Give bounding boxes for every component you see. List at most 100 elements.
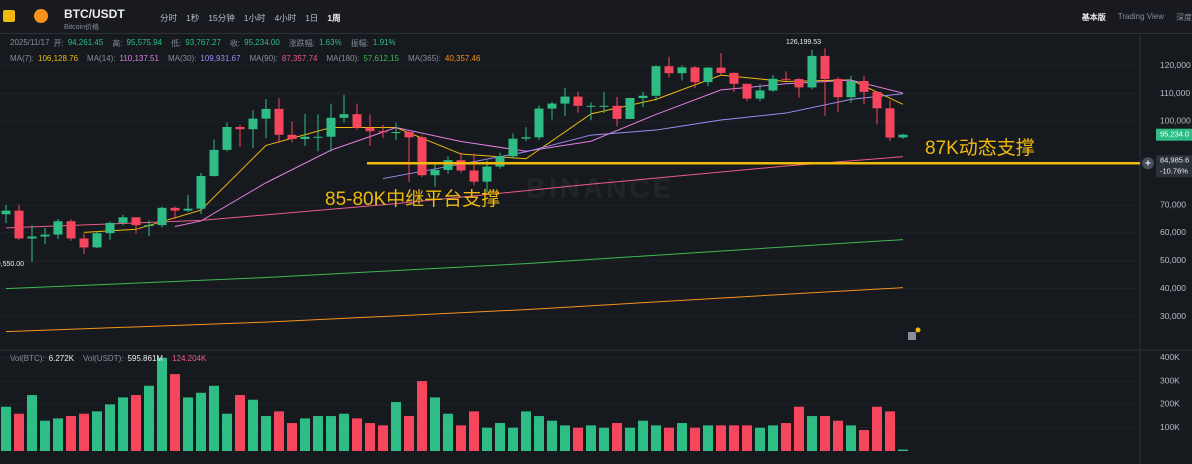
candle-body — [248, 118, 258, 130]
ma-name: MA(7): — [10, 54, 34, 63]
intervals: 分时 1秒 15分钟 1小时 4小时 1日 1周 — [160, 12, 341, 24]
view-button[interactable]: 基本版 — [1081, 13, 1106, 22]
volume-bar — [898, 449, 908, 451]
candle-body — [430, 169, 440, 176]
y-tick-label: 110,000 — [1160, 88, 1190, 98]
candle-body — [859, 80, 869, 92]
candle-body — [664, 66, 674, 74]
interval-button[interactable]: 1日 — [305, 13, 319, 23]
volume-bar — [274, 411, 284, 451]
candle-body — [573, 96, 583, 106]
y-tick-label: 100,000 — [1160, 116, 1191, 126]
watermark: BINANCE — [526, 172, 675, 203]
candle-body — [755, 90, 765, 99]
candle-body — [846, 80, 856, 98]
volume-bar — [703, 425, 713, 451]
candle-body — [378, 131, 388, 133]
y-tick-label: 30,000 — [1160, 311, 1186, 321]
gift-icon[interactable] — [908, 332, 916, 340]
candle-body — [651, 66, 661, 96]
volume-bar — [768, 425, 778, 451]
candle-body — [482, 166, 492, 182]
info-value: 93,767.27 — [185, 38, 221, 47]
volume-bar — [625, 427, 635, 451]
candle-body — [612, 105, 622, 119]
ma-value: 87,357.74 — [281, 54, 318, 63]
view-button[interactable]: Trading View — [1117, 12, 1164, 21]
volume-bar — [586, 425, 596, 451]
volume-bar — [430, 397, 440, 451]
volume-bar — [352, 418, 362, 451]
y-tick-label: 400K — [1160, 352, 1180, 362]
volume-bar — [300, 418, 310, 451]
candle-body — [521, 137, 531, 139]
add-alert-button[interactable] — [1142, 157, 1154, 170]
volume-bar — [690, 427, 700, 451]
y-tick-label: 200K — [1160, 399, 1180, 409]
candle-body — [885, 108, 895, 138]
candle-body — [807, 55, 817, 88]
ma-value: 106,128.76 — [38, 54, 79, 63]
volume-bar — [885, 411, 895, 451]
interval-button[interactable]: 分时 — [160, 13, 178, 23]
volume-bar — [170, 374, 180, 451]
candle-body — [313, 136, 323, 138]
candle-body — [105, 222, 115, 234]
volume-bar — [209, 385, 219, 451]
volume-bar — [40, 420, 50, 451]
info-value: 1.91% — [372, 38, 396, 47]
candle-body — [27, 236, 37, 239]
ohlc-info: 2025/11/17 开: 94,261.45 高: 95,575.94 低: 93,767… — [10, 38, 401, 49]
volume-bar — [404, 416, 414, 451]
info-label: 低: — [171, 39, 182, 48]
interval-button[interactable]: 1秒 — [186, 13, 200, 23]
y-tick-label: 70,000 — [1160, 199, 1186, 209]
candle-body — [560, 96, 570, 104]
candle-body — [157, 207, 167, 226]
symbol[interactable]: BTC/USDT — [64, 7, 125, 21]
interval-button[interactable]: 1周 — [327, 13, 341, 23]
candle-body — [196, 176, 206, 209]
ma-line — [5, 287, 904, 333]
candle-body — [443, 160, 453, 170]
volume-bar — [664, 427, 674, 451]
last-price: 95,234.0 — [1160, 130, 1189, 139]
volume-bar — [560, 425, 570, 451]
symbol-subtitle: Bitcoin价格 — [64, 24, 100, 31]
candle-body — [677, 67, 687, 74]
y-tick-label: 300K — [1160, 375, 1180, 385]
support-price: 84,985.6 — [1160, 155, 1189, 164]
volume-bar — [456, 425, 466, 451]
candle-body — [274, 108, 284, 135]
coin-icon — [34, 9, 48, 23]
ma-line — [5, 239, 904, 290]
ma-value: 40,357.46 — [444, 54, 481, 63]
info-value: 95,234.00 — [244, 38, 280, 47]
interval-button[interactable]: 1小时 — [243, 13, 266, 23]
view-button[interactable]: 深度 — [1176, 13, 1192, 22]
volume-bar — [534, 416, 544, 451]
candle-body — [365, 127, 375, 132]
candle-body — [586, 105, 596, 107]
y-tick-label: 50,000 — [1160, 255, 1186, 265]
volume-bar — [677, 423, 687, 451]
volume-bar — [573, 427, 583, 451]
volume-bar — [157, 357, 167, 451]
volume-bar — [508, 427, 518, 451]
interval-button[interactable]: 15分钟 — [208, 13, 235, 23]
candle-body — [508, 138, 518, 157]
annotation: 87K动态支撑 — [925, 137, 1035, 159]
candle-body — [92, 233, 102, 248]
interval-button[interactable]: 4小时 — [274, 13, 297, 23]
favorite-icon[interactable] — [3, 10, 15, 22]
view-switch: 基本版 Trading View 深度 — [1082, 12, 1192, 23]
volume-bar — [794, 406, 804, 451]
gift-dot — [915, 327, 921, 333]
ma-name: MA(14): — [87, 54, 116, 63]
volume-bar — [807, 416, 817, 451]
volume-bar — [144, 385, 154, 451]
volume-bar — [196, 392, 206, 451]
volume-bar — [378, 425, 388, 451]
